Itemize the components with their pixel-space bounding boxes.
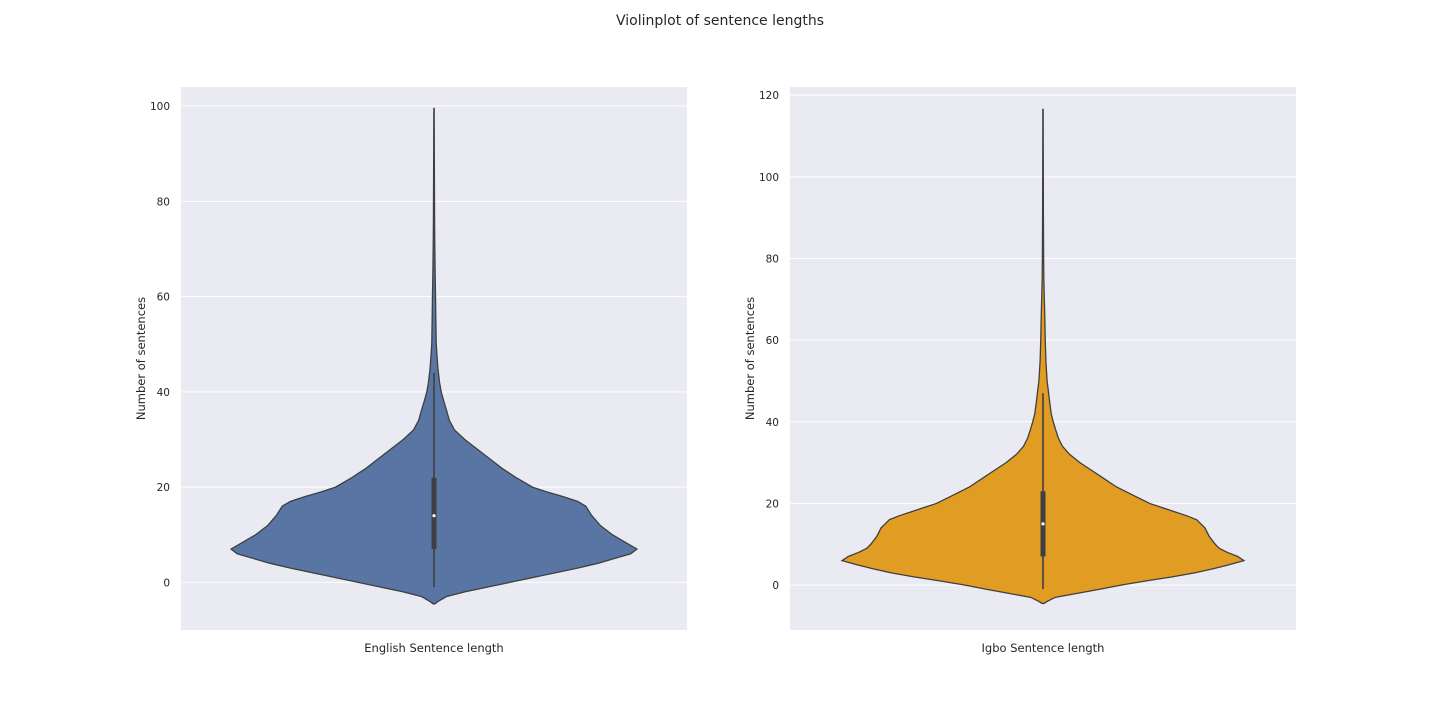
x-axis-label: English Sentence length bbox=[364, 641, 503, 655]
y-axis-label: Number of sentences bbox=[134, 297, 148, 420]
y-tick-label: 40 bbox=[766, 417, 779, 429]
figure-title: Violinplot of sentence lengths bbox=[616, 13, 824, 29]
panel-igbo: 0 20 40 60 80 100 120 Igbo Sentence length Numbe… bbox=[743, 87, 1296, 655]
y-tick-label: 0 bbox=[772, 580, 779, 592]
y-tick-label: 20 bbox=[766, 498, 779, 510]
y-tick-label: 0 bbox=[163, 577, 170, 589]
y-tick-label: 40 bbox=[157, 387, 170, 399]
violin-body bbox=[229, 107, 639, 605]
y-tick-label: 100 bbox=[759, 172, 779, 184]
median-marker bbox=[432, 514, 436, 518]
median-marker bbox=[1041, 522, 1045, 526]
panel-english: 0 20 40 60 80 100 English Sentence length Numbe… bbox=[134, 87, 687, 655]
y-tick-label: 80 bbox=[157, 196, 170, 208]
y-tick-label: 60 bbox=[766, 335, 779, 347]
y-axis-label: Number of sentences bbox=[743, 297, 757, 420]
y-tick-label: 80 bbox=[766, 253, 779, 265]
y-tick-label: 100 bbox=[150, 101, 170, 113]
x-axis-label: Igbo Sentence length bbox=[982, 641, 1105, 655]
y-tick-label: 20 bbox=[157, 482, 170, 494]
violin-body bbox=[840, 108, 1246, 605]
y-tick-label: 120 bbox=[759, 90, 779, 102]
y-tick-label: 60 bbox=[157, 292, 170, 304]
